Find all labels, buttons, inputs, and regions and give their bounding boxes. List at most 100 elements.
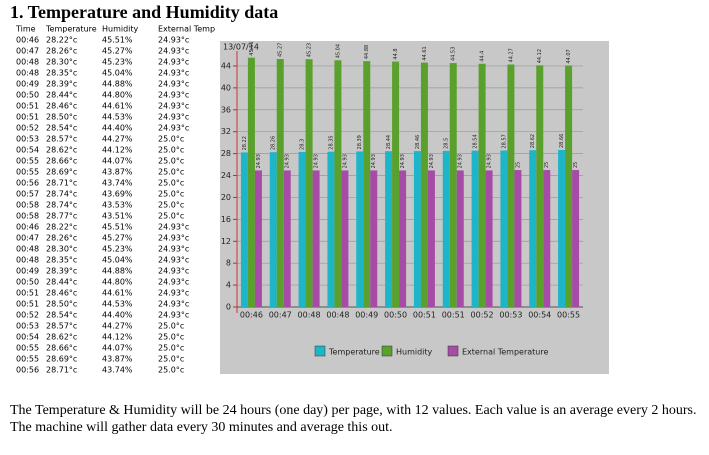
table-cell: 24.93°c [158,113,189,122]
table-cell: 45.23% [102,245,133,254]
table-cell: 00:51 [16,102,39,111]
value-label: 28.46 [415,135,421,149]
table-cell: 28.74°c [46,201,77,210]
bar [543,170,551,307]
bar [254,170,262,307]
table-cell: 25.0°c [158,168,184,177]
table-cell: 00:52 [16,124,39,133]
table-header: Humidity [102,25,139,34]
table-cell: 25.0°c [158,333,184,342]
value-label: 44.61 [422,46,428,60]
table-cell: 25.0°c [158,146,184,155]
value-label: 28.3 [300,139,306,150]
table-cell: 43.74% [102,179,133,188]
table-cell: 00:54 [16,146,39,155]
table-cell: 24.93°c [158,69,189,78]
table-header: Temperature [45,25,97,34]
table-cell: 45.27% [102,234,133,243]
table-cell: 25.0°c [158,135,184,144]
table-cell: 28.57°c [46,135,77,144]
value-label: 28.66 [559,134,565,148]
table-cell: 25.0°c [158,366,184,375]
table-cell: 45.23% [102,58,133,67]
table-cell: 24.93°c [158,234,189,243]
table-cell: 00:53 [16,322,39,331]
table-cell: 45.04% [102,256,133,265]
y-tick-label: 24 [221,171,231,180]
bar [565,65,573,307]
bar [356,151,364,307]
value-label: 25 [544,162,550,168]
value-label: 28.62 [530,134,536,148]
bar [327,151,335,307]
table-cell: 28.26°c [46,47,77,56]
x-tick-label: 00:46 [240,311,263,320]
table-grid: Time Temperature Humidity External Temp 00:4… [15,25,215,375]
table-cell: 24.93°c [158,91,189,100]
table-cell: 00:58 [16,201,39,210]
value-label: 28.22 [242,136,248,150]
legend-swatch [314,345,326,357]
table-cell: 28.22°c [46,223,77,232]
table-cell: 24.93°c [158,124,189,133]
table-cell: 43.87% [102,168,133,177]
table-cell: 28.30°c [46,58,77,67]
x-tick-label: 00:47 [269,311,292,320]
y-tick-label: 12 [221,237,231,246]
table-cell: 24.93°c [158,36,189,45]
table-cell: 28.54°c [46,124,77,133]
legend-swatch [381,345,393,357]
value-label: 28.5 [444,138,450,149]
table-cell: 44.07% [102,344,133,353]
legend-swatch [447,345,459,357]
bar [312,170,320,307]
table-cell: 25.0°c [158,355,184,364]
table-cell: 00:57 [16,190,39,199]
table-cell: 44.80% [102,91,133,100]
table-cell: 28.46°c [46,289,77,298]
table-cell: 25.0°c [158,201,184,210]
bar [305,59,313,307]
y-tick-label: 0 [226,303,231,312]
bar [363,61,371,307]
table-cell: 28.39°c [46,80,77,89]
table-cell: 00:46 [16,36,39,45]
bar [240,152,248,307]
bar [341,170,349,307]
table-cell: 28.50°c [46,300,77,309]
table-cell: 28.66°c [46,157,77,166]
table-cell: 45.51% [102,223,133,232]
y-tick-label: 8 [226,259,231,268]
table-cell: 00:51 [16,300,39,309]
table-cell: 00:47 [16,47,39,56]
table-cell: 28.71°c [46,366,77,375]
value-label: 24.93 [314,154,320,168]
table-cell: 00:51 [16,113,39,122]
table-cell: 44.27% [102,322,133,331]
table-cell: 44.61% [102,102,133,111]
value-label: 45.27 [278,43,284,57]
table-cell: 44.27% [102,135,133,144]
table-cell: 28.74°c [46,190,77,199]
table-cell: 24.93°c [158,102,189,111]
value-label: 24.93 [400,154,406,168]
table-header: External Temp [158,25,215,34]
table-cell: 44.53% [102,113,133,122]
table-cell: 43.53% [102,201,133,210]
table-cell: 28.44°c [46,278,77,287]
table-cell: 45.04% [102,69,133,78]
table-cell: 00:49 [16,267,39,276]
table-cell: 24.93°c [158,47,189,56]
value-label: 24.93 [429,154,435,168]
chart-date: 13/07/14 [223,43,259,52]
table-cell: 25.0°c [158,157,184,166]
table-cell: 28.62°c [46,146,77,155]
x-tick-label: 00:55 [557,311,580,320]
table-cell: 28.62°c [46,333,77,342]
table-cell: 00:55 [16,168,39,177]
x-tick-label: 00:51 [442,311,465,320]
table-cell: 28.26°c [46,234,77,243]
table-cell: 44.40% [102,311,133,320]
table-cell: 24.93°c [158,267,189,276]
